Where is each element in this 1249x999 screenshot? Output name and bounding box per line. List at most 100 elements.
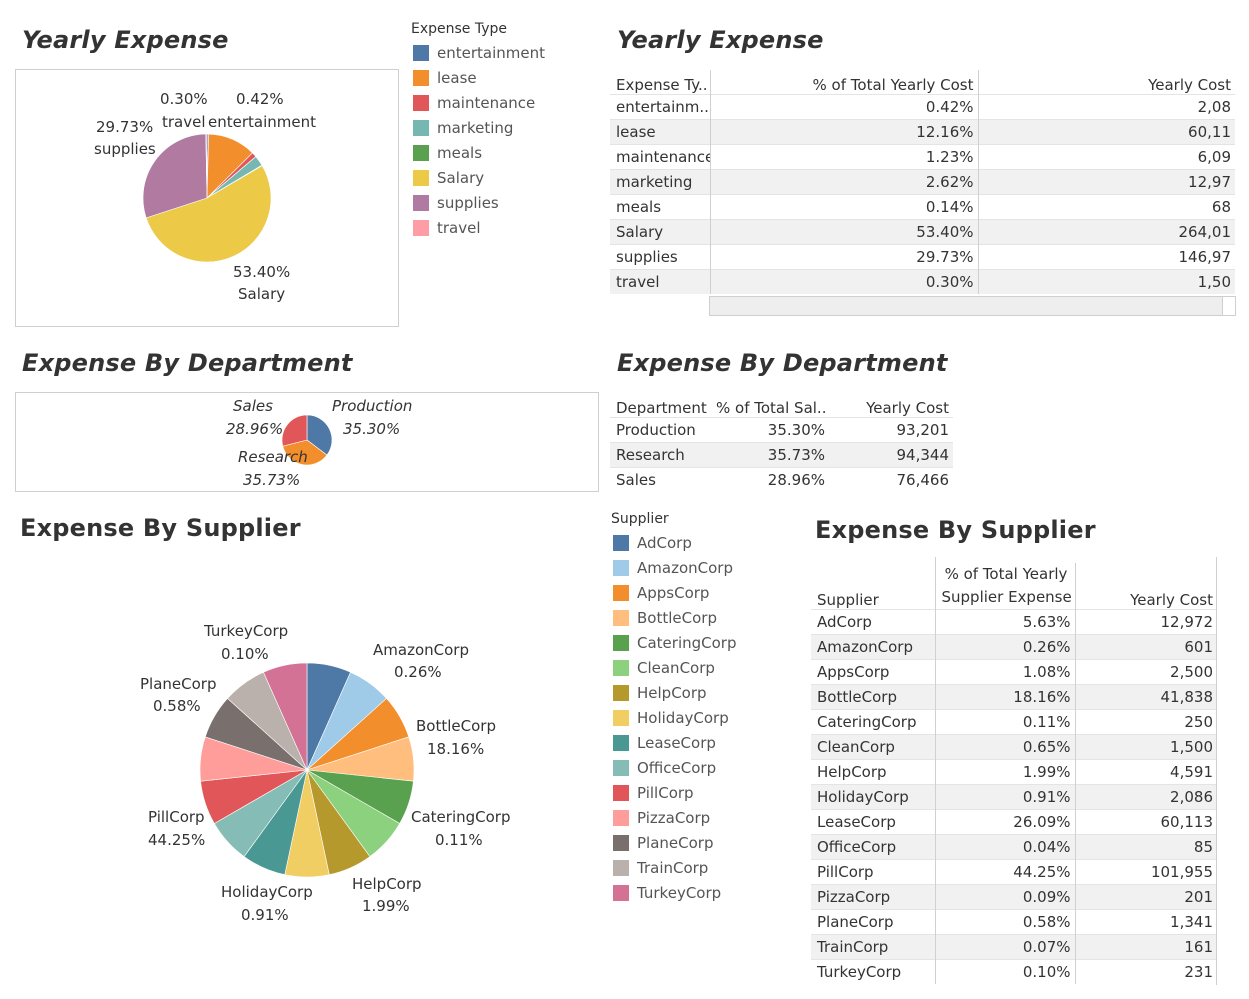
table-row[interactable]: PlaneCorp 0.58% 1,341: [811, 909, 1217, 935]
department-slice-sales[interactable]: [281, 414, 308, 447]
table-cell: 1,500: [1075, 734, 1217, 760]
col-header-pct-line1: % of Total Yearly: [944, 565, 1068, 583]
legend-swatch: [413, 170, 429, 186]
table-row[interactable]: lease 12.16% 60,11: [610, 119, 1235, 145]
table-row[interactable]: CateringCorp 0.11% 250: [811, 709, 1217, 735]
legend-item-cateringcorp[interactable]: CateringCorp: [613, 633, 736, 653]
legend-item-turkeycorp[interactable]: TurkeyCorp: [613, 883, 721, 903]
table-row[interactable]: Sales 28.96% 76,466: [610, 467, 953, 492]
table-row[interactable]: maintenance 1.23% 6,09: [610, 144, 1235, 170]
table-row[interactable]: entertainm.. 0.42% 2,08: [610, 94, 1235, 120]
legend-item-holidaycorp[interactable]: HolidayCorp: [613, 708, 729, 728]
helpcorp-name-label: HelpCorp: [352, 875, 422, 893]
table-row[interactable]: OfficeCorp 0.04% 85: [811, 834, 1217, 860]
pillcorp-name-label: PillCorp: [148, 808, 205, 826]
legend-item-amazoncorp[interactable]: AmazonCorp: [613, 558, 733, 578]
legend-item-supplies[interactable]: supplies: [413, 193, 499, 213]
col-header-pct-total-yearly-cost[interactable]: % of Total Yearly Cost: [710, 70, 979, 95]
table-cell: 5.63%: [935, 609, 1076, 635]
table-cell: 12.16%: [710, 119, 979, 145]
table-row[interactable]: Salary 53.40% 264,01: [610, 219, 1235, 245]
col-header-supplier-yearly-cost[interactable]: Yearly Cost: [1130, 591, 1213, 609]
table-row[interactable]: HelpCorp 1.99% 4,591: [811, 759, 1217, 785]
legend-item-pillcorp[interactable]: PillCorp: [613, 783, 694, 803]
legend-item-salary[interactable]: Salary: [413, 168, 484, 188]
table-cell: 0.11%: [935, 709, 1076, 735]
legend-swatch: [613, 635, 629, 651]
legend-swatch: [413, 120, 429, 136]
table-cell: 29.73%: [710, 244, 979, 270]
legend-item-travel[interactable]: travel: [413, 218, 481, 238]
table-cell: 2,086: [1075, 784, 1217, 810]
supplies-pct-label: 29.73%: [96, 118, 154, 136]
legend-item-helpcorp[interactable]: HelpCorp: [613, 683, 707, 703]
supplies-name-label: supplies: [94, 140, 156, 158]
department-slice-research[interactable]: [282, 439, 328, 466]
table-cell: 60,11: [978, 119, 1235, 145]
col-header-dept-yearly-cost[interactable]: Yearly Cost: [866, 399, 949, 417]
table-cell: 0.91%: [935, 784, 1076, 810]
col-header-department[interactable]: Department: [616, 399, 707, 417]
table-row[interactable]: HolidayCorp 0.91% 2,086: [811, 784, 1217, 810]
table-cell: supplies: [610, 244, 711, 270]
table-cell: 1.99%: [935, 759, 1076, 785]
table-row[interactable]: TrainCorp 0.07% 161: [811, 934, 1217, 960]
table-cell: 53.40%: [710, 219, 979, 245]
department-table-title: Expense By Department: [617, 349, 948, 377]
scrollbar-handle[interactable]: [1222, 297, 1235, 315]
table-row[interactable]: marketing 2.62% 12,97: [610, 169, 1235, 195]
horizontal-scrollbar[interactable]: [709, 296, 1236, 316]
table-row[interactable]: CleanCorp 0.65% 1,500: [811, 734, 1217, 760]
col-header-pct-total-supplier[interactable]: % of Total Yearly Supplier Expense: [935, 563, 1076, 610]
table-row[interactable]: AmazonCorp 0.26% 601: [811, 634, 1217, 660]
col-header-yearly-cost[interactable]: Yearly Cost: [1148, 76, 1231, 94]
table-row[interactable]: Production 35.30% 93,201: [610, 417, 953, 443]
legend-item-officecorp[interactable]: OfficeCorp: [613, 758, 716, 778]
table-row[interactable]: BottleCorp 18.16% 41,838: [811, 684, 1217, 710]
legend-swatch: [613, 785, 629, 801]
legend-item-traincorp[interactable]: TrainCorp: [613, 858, 708, 878]
table-cell: 35.30%: [710, 417, 829, 443]
supplier-slice-turkeycorp[interactable]: [263, 662, 308, 771]
legend-item-maintenance[interactable]: maintenance: [413, 93, 535, 113]
legend-item-entertainment[interactable]: entertainment: [413, 43, 545, 63]
legend-swatch: [613, 735, 629, 751]
table-row[interactable]: travel 0.30% 1,50: [610, 269, 1235, 294]
table-row[interactable]: meals 0.14% 68: [610, 194, 1235, 220]
table-cell: 0.42%: [710, 94, 979, 120]
yearly-slice-travel[interactable]: [205, 133, 208, 199]
department-slice-production[interactable]: [306, 414, 333, 456]
legend-item-pizzacorp[interactable]: PizzaCorp: [613, 808, 710, 828]
legend-label: maintenance: [437, 94, 536, 112]
legend-item-bottlecorp[interactable]: BottleCorp: [613, 608, 717, 628]
yearly-slice-supplies[interactable]: [142, 133, 208, 219]
legend-item-leasecorp[interactable]: LeaseCorp: [613, 733, 716, 753]
table-cell: meals: [610, 194, 711, 220]
legend-item-marketing[interactable]: marketing: [413, 118, 513, 138]
col-header-supplier[interactable]: Supplier: [811, 563, 936, 610]
table-cell: 161: [1075, 934, 1217, 960]
legend-item-planecorp[interactable]: PlaneCorp: [613, 833, 713, 853]
table-row[interactable]: supplies 29.73% 146,97: [610, 244, 1235, 270]
legend-label: AppsCorp: [637, 584, 710, 602]
table-row[interactable]: Research 35.73% 94,344: [610, 442, 953, 468]
table-cell: 6,09: [978, 144, 1235, 170]
yearly-slice-salary[interactable]: [145, 165, 272, 263]
table-row[interactable]: AdCorp 5.63% 12,972: [811, 609, 1217, 635]
legend-swatch: [413, 220, 429, 236]
col-header-pct-total-salary[interactable]: % of Total Sal..: [716, 399, 827, 417]
legend-item-cleancorp[interactable]: CleanCorp: [613, 658, 715, 678]
table-row[interactable]: TurkeyCorp 0.10% 231: [811, 959, 1217, 984]
table-row[interactable]: PillCorp 44.25% 101,955: [811, 859, 1217, 885]
legend-item-lease[interactable]: lease: [413, 68, 477, 88]
col-header-expense-type[interactable]: Expense Ty..: [610, 70, 711, 95]
table-cell: Sales: [610, 467, 710, 492]
table-row[interactable]: PizzaCorp 0.09% 201: [811, 884, 1217, 910]
table-cell: 0.09%: [935, 884, 1076, 910]
legend-item-appscorp[interactable]: AppsCorp: [613, 583, 709, 603]
legend-item-adcorp[interactable]: AdCorp: [613, 533, 692, 553]
legend-swatch: [613, 885, 629, 901]
table-row[interactable]: LeaseCorp 26.09% 60,113: [811, 809, 1217, 835]
legend-item-meals[interactable]: meals: [413, 143, 482, 163]
table-row[interactable]: AppsCorp 1.08% 2,500: [811, 659, 1217, 685]
